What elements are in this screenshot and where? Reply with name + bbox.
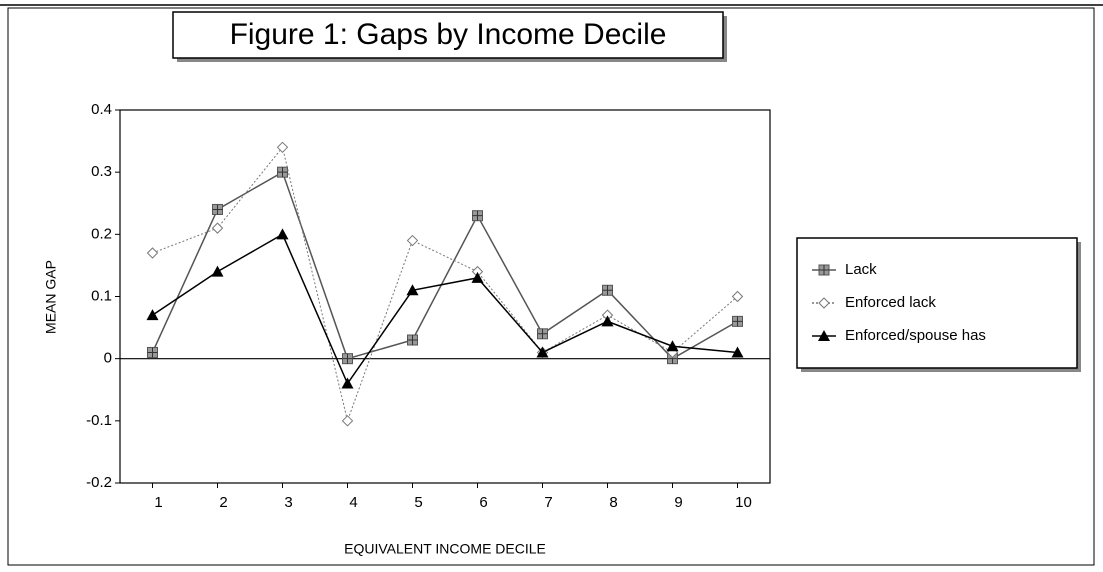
marker-cross xyxy=(407,335,418,346)
marker-triangle xyxy=(341,377,354,389)
marker-triangle xyxy=(818,330,830,341)
marker xyxy=(818,264,830,276)
y-tick-label: 0 xyxy=(104,350,112,367)
marker-diamond xyxy=(211,222,224,234)
marker-triangle xyxy=(471,271,484,283)
y-tick-label: 0.4 xyxy=(91,101,112,118)
title-box xyxy=(172,11,724,59)
marker xyxy=(342,353,353,365)
marker-triangle xyxy=(731,346,744,358)
marker xyxy=(147,346,158,358)
marker-triangle xyxy=(666,340,679,352)
marker-cross xyxy=(472,210,483,221)
series-line xyxy=(152,146,738,423)
y-axis-label: MEAN GAP xyxy=(43,260,59,334)
marker xyxy=(277,166,288,178)
marker-cross xyxy=(342,353,353,364)
marker xyxy=(602,284,613,296)
marker-cross xyxy=(147,347,158,358)
marker-triangle xyxy=(146,309,159,321)
y-tick-label: -0.1 xyxy=(86,412,112,429)
marker-diamond xyxy=(341,415,354,427)
x-tick-label: 6 xyxy=(479,494,487,511)
legend-label: Lack xyxy=(845,261,877,278)
x-tick-label: 10 xyxy=(735,494,752,511)
marker-cross xyxy=(277,167,288,178)
chart-title: Figure 1: Gaps by Income Decile xyxy=(230,18,667,51)
x-tick-label: 5 xyxy=(414,494,422,511)
marker xyxy=(472,210,483,222)
marker xyxy=(537,328,548,340)
legend-label: Enforced/spouse has xyxy=(845,327,986,344)
marker-diamond xyxy=(818,297,830,309)
marker-triangle xyxy=(406,284,419,296)
marker-triangle xyxy=(601,315,614,327)
marker-diamond xyxy=(731,290,744,303)
marker-triangle xyxy=(276,228,289,240)
marker-triangle xyxy=(211,265,224,277)
marker-diamond xyxy=(406,234,419,247)
series-line xyxy=(152,233,738,386)
legend-label: Enforced lack xyxy=(845,294,936,311)
marker-cross xyxy=(819,265,829,275)
x-tick-label: 2 xyxy=(219,494,227,511)
marker-cross xyxy=(732,316,743,327)
marker-cross xyxy=(212,204,223,215)
series-line xyxy=(151,171,738,360)
x-tick-label: 7 xyxy=(544,494,552,511)
marker-cross xyxy=(602,285,613,296)
marker xyxy=(212,203,223,215)
y-tick-label: 0.3 xyxy=(91,163,112,180)
x-axis-label: EQUIVALENT INCOME DECILE xyxy=(344,541,546,557)
marker-diamond xyxy=(146,247,159,259)
x-tick-label: 8 xyxy=(609,494,617,511)
plot-area xyxy=(119,109,771,484)
legend-box xyxy=(796,237,1078,369)
y-tick-label: -0.2 xyxy=(86,474,112,491)
frame xyxy=(7,7,1095,566)
x-tick-label: 9 xyxy=(674,494,682,511)
marker-cross xyxy=(537,328,548,339)
x-tick-label: 3 xyxy=(284,494,292,511)
x-tick-label: 4 xyxy=(349,494,357,511)
marker-diamond xyxy=(276,141,289,154)
x-tick-label: 1 xyxy=(154,494,162,511)
marker xyxy=(407,334,418,346)
marker-triangle xyxy=(536,346,549,358)
y-tick-label: 0.2 xyxy=(91,225,112,242)
marker xyxy=(732,315,743,327)
y-tick-label: 0.1 xyxy=(91,287,112,304)
